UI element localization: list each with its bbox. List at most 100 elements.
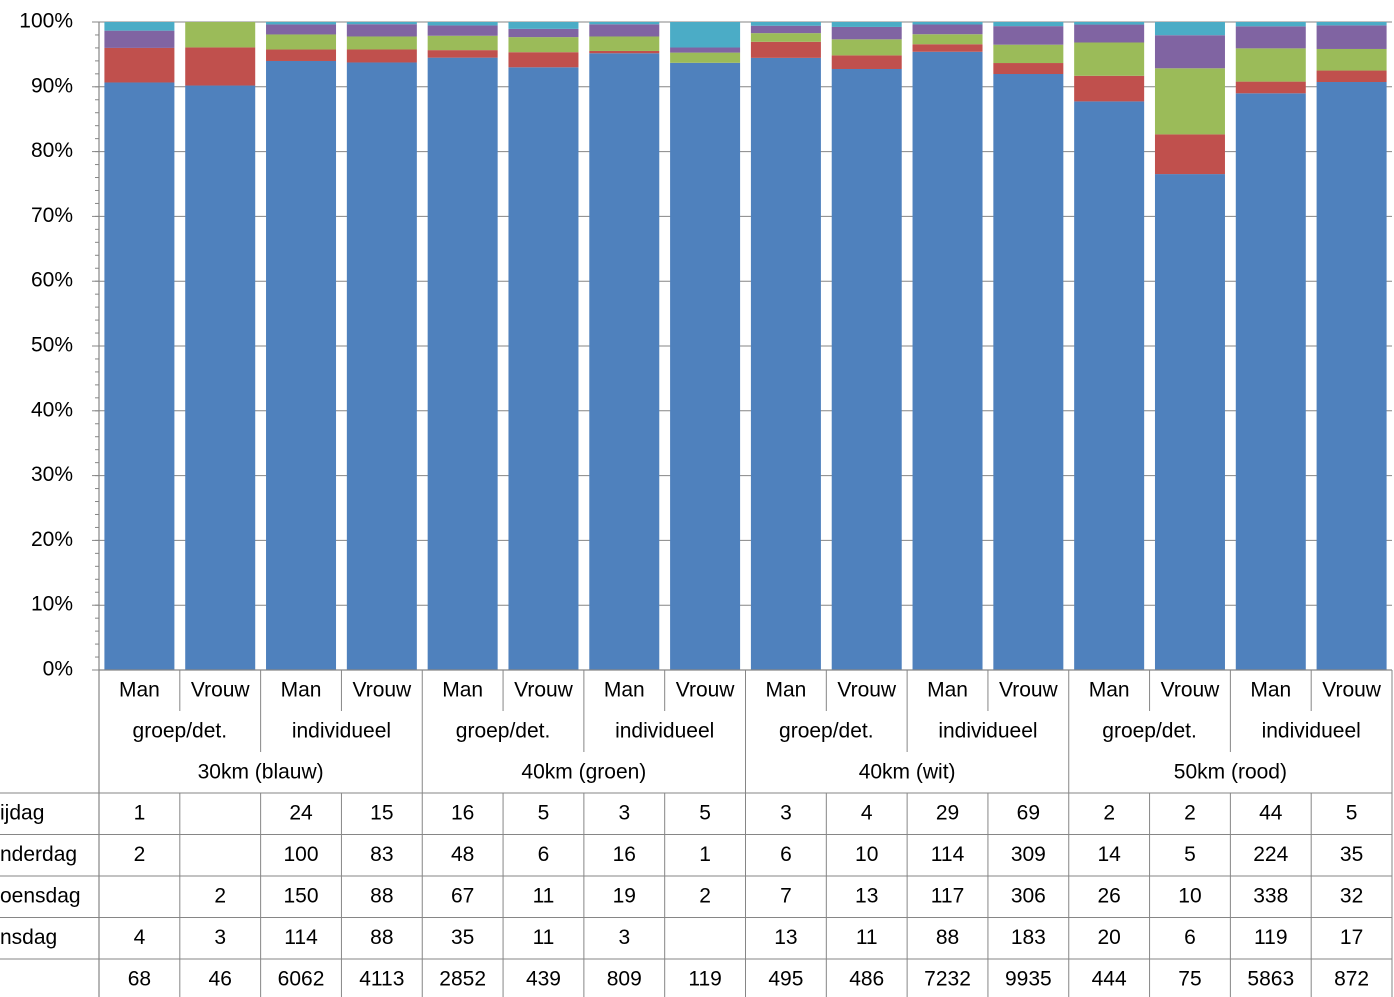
- table-cell-value: 9935: [1005, 967, 1052, 990]
- table-cell-value: 309: [1011, 843, 1046, 866]
- bar-segment: [831, 55, 902, 69]
- bar-segment: [346, 49, 417, 63]
- bar-segment: [831, 22, 902, 27]
- bar-segment: [104, 47, 175, 83]
- bar-segment: [508, 52, 579, 68]
- bar-segment: [104, 82, 175, 671]
- table-cell-value: 14: [1097, 843, 1121, 866]
- x-category-label: Man: [927, 679, 968, 702]
- table-cell-value: 6: [538, 843, 550, 866]
- x-group-label: individueel: [938, 720, 1037, 743]
- table-cell-value: 10: [1178, 884, 1201, 907]
- bar-segment: [1316, 22, 1387, 26]
- table-cell-value: 35: [1340, 843, 1363, 866]
- y-tick-label: 30%: [31, 463, 73, 486]
- table-cell-value: 486: [849, 967, 884, 990]
- bar-segment: [1316, 70, 1387, 83]
- bar-segment: [427, 57, 498, 670]
- table-cell-value: 6: [780, 843, 792, 866]
- bar-segment: [427, 50, 498, 58]
- bar-segment: [993, 74, 1064, 670]
- table-cell-value: 872: [1334, 967, 1369, 990]
- x-group-label: groep/det.: [133, 720, 228, 743]
- table-cell-value: 88: [370, 884, 393, 907]
- bar-segment: [993, 44, 1064, 64]
- bar-segment: [993, 22, 1064, 27]
- table-cell-value: 69: [1017, 801, 1040, 824]
- y-tick-label: 100%: [19, 10, 73, 33]
- table-cell-value: 1: [699, 843, 711, 866]
- bar-segment: [589, 22, 660, 25]
- x-category-label: Man: [1089, 679, 1130, 702]
- table-cell-value: 2852: [439, 967, 486, 990]
- bar-segment: [346, 62, 417, 671]
- bar-segment: [1316, 82, 1387, 670]
- y-tick-label: 0%: [43, 658, 73, 681]
- bar-segment: [346, 22, 417, 25]
- table-cell-value: 2: [1103, 801, 1115, 824]
- table-cell-value: 1: [134, 801, 146, 824]
- bar-segment: [1154, 22, 1225, 36]
- x-distance-label: 50km (rood): [1174, 761, 1287, 784]
- x-category-label: Man: [119, 679, 160, 702]
- bar-segment: [589, 36, 660, 51]
- bar-segment: [670, 47, 741, 53]
- table-cell-value: 83: [370, 843, 393, 866]
- bar-segment: [508, 22, 579, 29]
- table-cell-value: 444: [1092, 967, 1127, 990]
- bar-segment: [1316, 48, 1387, 71]
- x-category-label: Vrouw: [352, 679, 412, 702]
- x-category-label: Man: [281, 679, 322, 702]
- table-cell-value: 15: [370, 801, 393, 824]
- table-cell-value: 495: [768, 967, 803, 990]
- table-cell-value: 150: [284, 884, 319, 907]
- table-cell-value: 16: [613, 843, 636, 866]
- bar-segment: [1235, 26, 1306, 49]
- x-group-label: individueel: [292, 720, 391, 743]
- bar-segment: [912, 34, 983, 45]
- table-cell-value: 3: [618, 926, 630, 949]
- x-group-label: individueel: [615, 720, 714, 743]
- x-category-label: Vrouw: [191, 679, 251, 702]
- bar-segment: [912, 44, 983, 52]
- table-cell-value: 3: [618, 801, 630, 824]
- bar-segment: [1154, 174, 1225, 670]
- bar-segment: [346, 24, 417, 37]
- table-cell-value: 5: [1184, 843, 1196, 866]
- y-tick-label: 40%: [31, 398, 73, 421]
- bar-segment: [266, 60, 337, 670]
- table-cell-value: 100: [284, 843, 319, 866]
- table-cell-value: 19: [613, 884, 636, 907]
- bar-segment: [1235, 48, 1306, 82]
- y-tick-label: 80%: [31, 139, 73, 162]
- bar-segment: [185, 47, 256, 86]
- table-cell-value: 119: [688, 967, 721, 990]
- bar-segment: [912, 24, 983, 35]
- bar-segment: [185, 85, 256, 670]
- bar-segment: [104, 22, 175, 31]
- bar-segment: [1074, 42, 1145, 76]
- bar-segment: [1074, 24, 1145, 43]
- x-distance-label: 30km (blauw): [198, 761, 324, 784]
- x-group-label: groep/det.: [1102, 720, 1197, 743]
- bar-segment: [831, 26, 902, 40]
- table-cell-value: 46: [209, 967, 232, 990]
- table-cell-value: 13: [855, 884, 878, 907]
- table-cell-value: 3: [780, 801, 792, 824]
- table-cell-value: 17: [1340, 926, 1363, 949]
- bar-segment: [589, 53, 660, 670]
- y-tick-label: 70%: [31, 204, 73, 227]
- table-cell-value: 88: [370, 926, 393, 949]
- table-cell-value: 24: [289, 801, 313, 824]
- bar-segment: [1235, 81, 1306, 94]
- x-category-label: Vrouw: [676, 679, 736, 702]
- bar-segment: [750, 57, 821, 670]
- bar-segment: [912, 51, 983, 670]
- bar-segment: [1154, 68, 1225, 135]
- bar-segment: [831, 68, 902, 670]
- y-tick-label: 90%: [31, 74, 73, 97]
- x-category-label: Vrouw: [1161, 679, 1221, 702]
- table-row-label: oensdag: [0, 884, 81, 907]
- table-cell-value: 11: [533, 884, 555, 907]
